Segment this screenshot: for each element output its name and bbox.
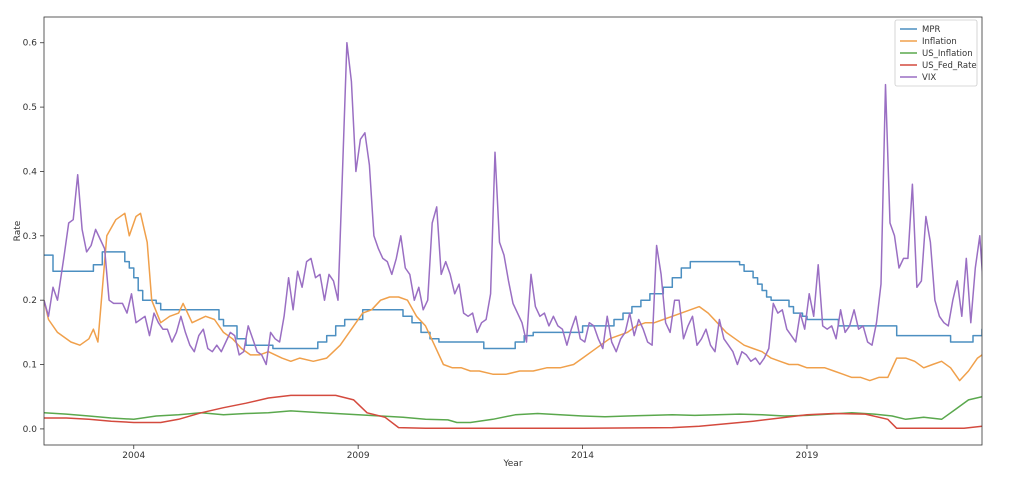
y-tick-label: 0.4 xyxy=(23,167,38,177)
x-tick-label: 2009 xyxy=(347,451,370,461)
series-line-mpr xyxy=(44,251,982,350)
x-tick-label: 2004 xyxy=(122,451,145,461)
plot-frame xyxy=(43,16,983,446)
y-axis-title: Rate xyxy=(13,220,23,241)
legend-label: MPR xyxy=(922,25,940,35)
legend-label: US_Fed_Rate xyxy=(922,61,977,71)
legend-label: VIX xyxy=(922,73,936,83)
series-line-us-fed-rate xyxy=(44,394,982,430)
series-layer xyxy=(44,41,982,430)
series-line-inflation xyxy=(44,212,982,382)
x-tick-label: 2014 xyxy=(571,451,594,461)
legend-label: Inflation xyxy=(922,37,957,47)
y-tick-label: 0.0 xyxy=(23,425,38,435)
plot-area xyxy=(44,17,982,445)
legend-label: US_Inflation xyxy=(922,49,973,59)
axes-layer: 2004 2009 2014 2019 0.0 0.1 0.2 0.3 0.4 0.5 0.6 xyxy=(23,39,819,461)
legend-box xyxy=(894,19,978,87)
y-tick-label: 0.6 xyxy=(23,39,38,49)
series-line-us-inflation xyxy=(44,395,982,424)
series-line-vix xyxy=(44,41,982,366)
y-tick-label: 0.1 xyxy=(23,361,37,371)
y-tick-label: 0.2 xyxy=(23,296,37,306)
x-tick-label: 2019 xyxy=(796,451,819,461)
y-tick-label: 0.3 xyxy=(23,232,37,242)
x-axis-title: Year xyxy=(502,459,522,469)
y-tick-label: 0.5 xyxy=(23,103,37,113)
legend: MPR Inflation US_Inflation US_Fed_Rate VIX xyxy=(894,19,978,87)
